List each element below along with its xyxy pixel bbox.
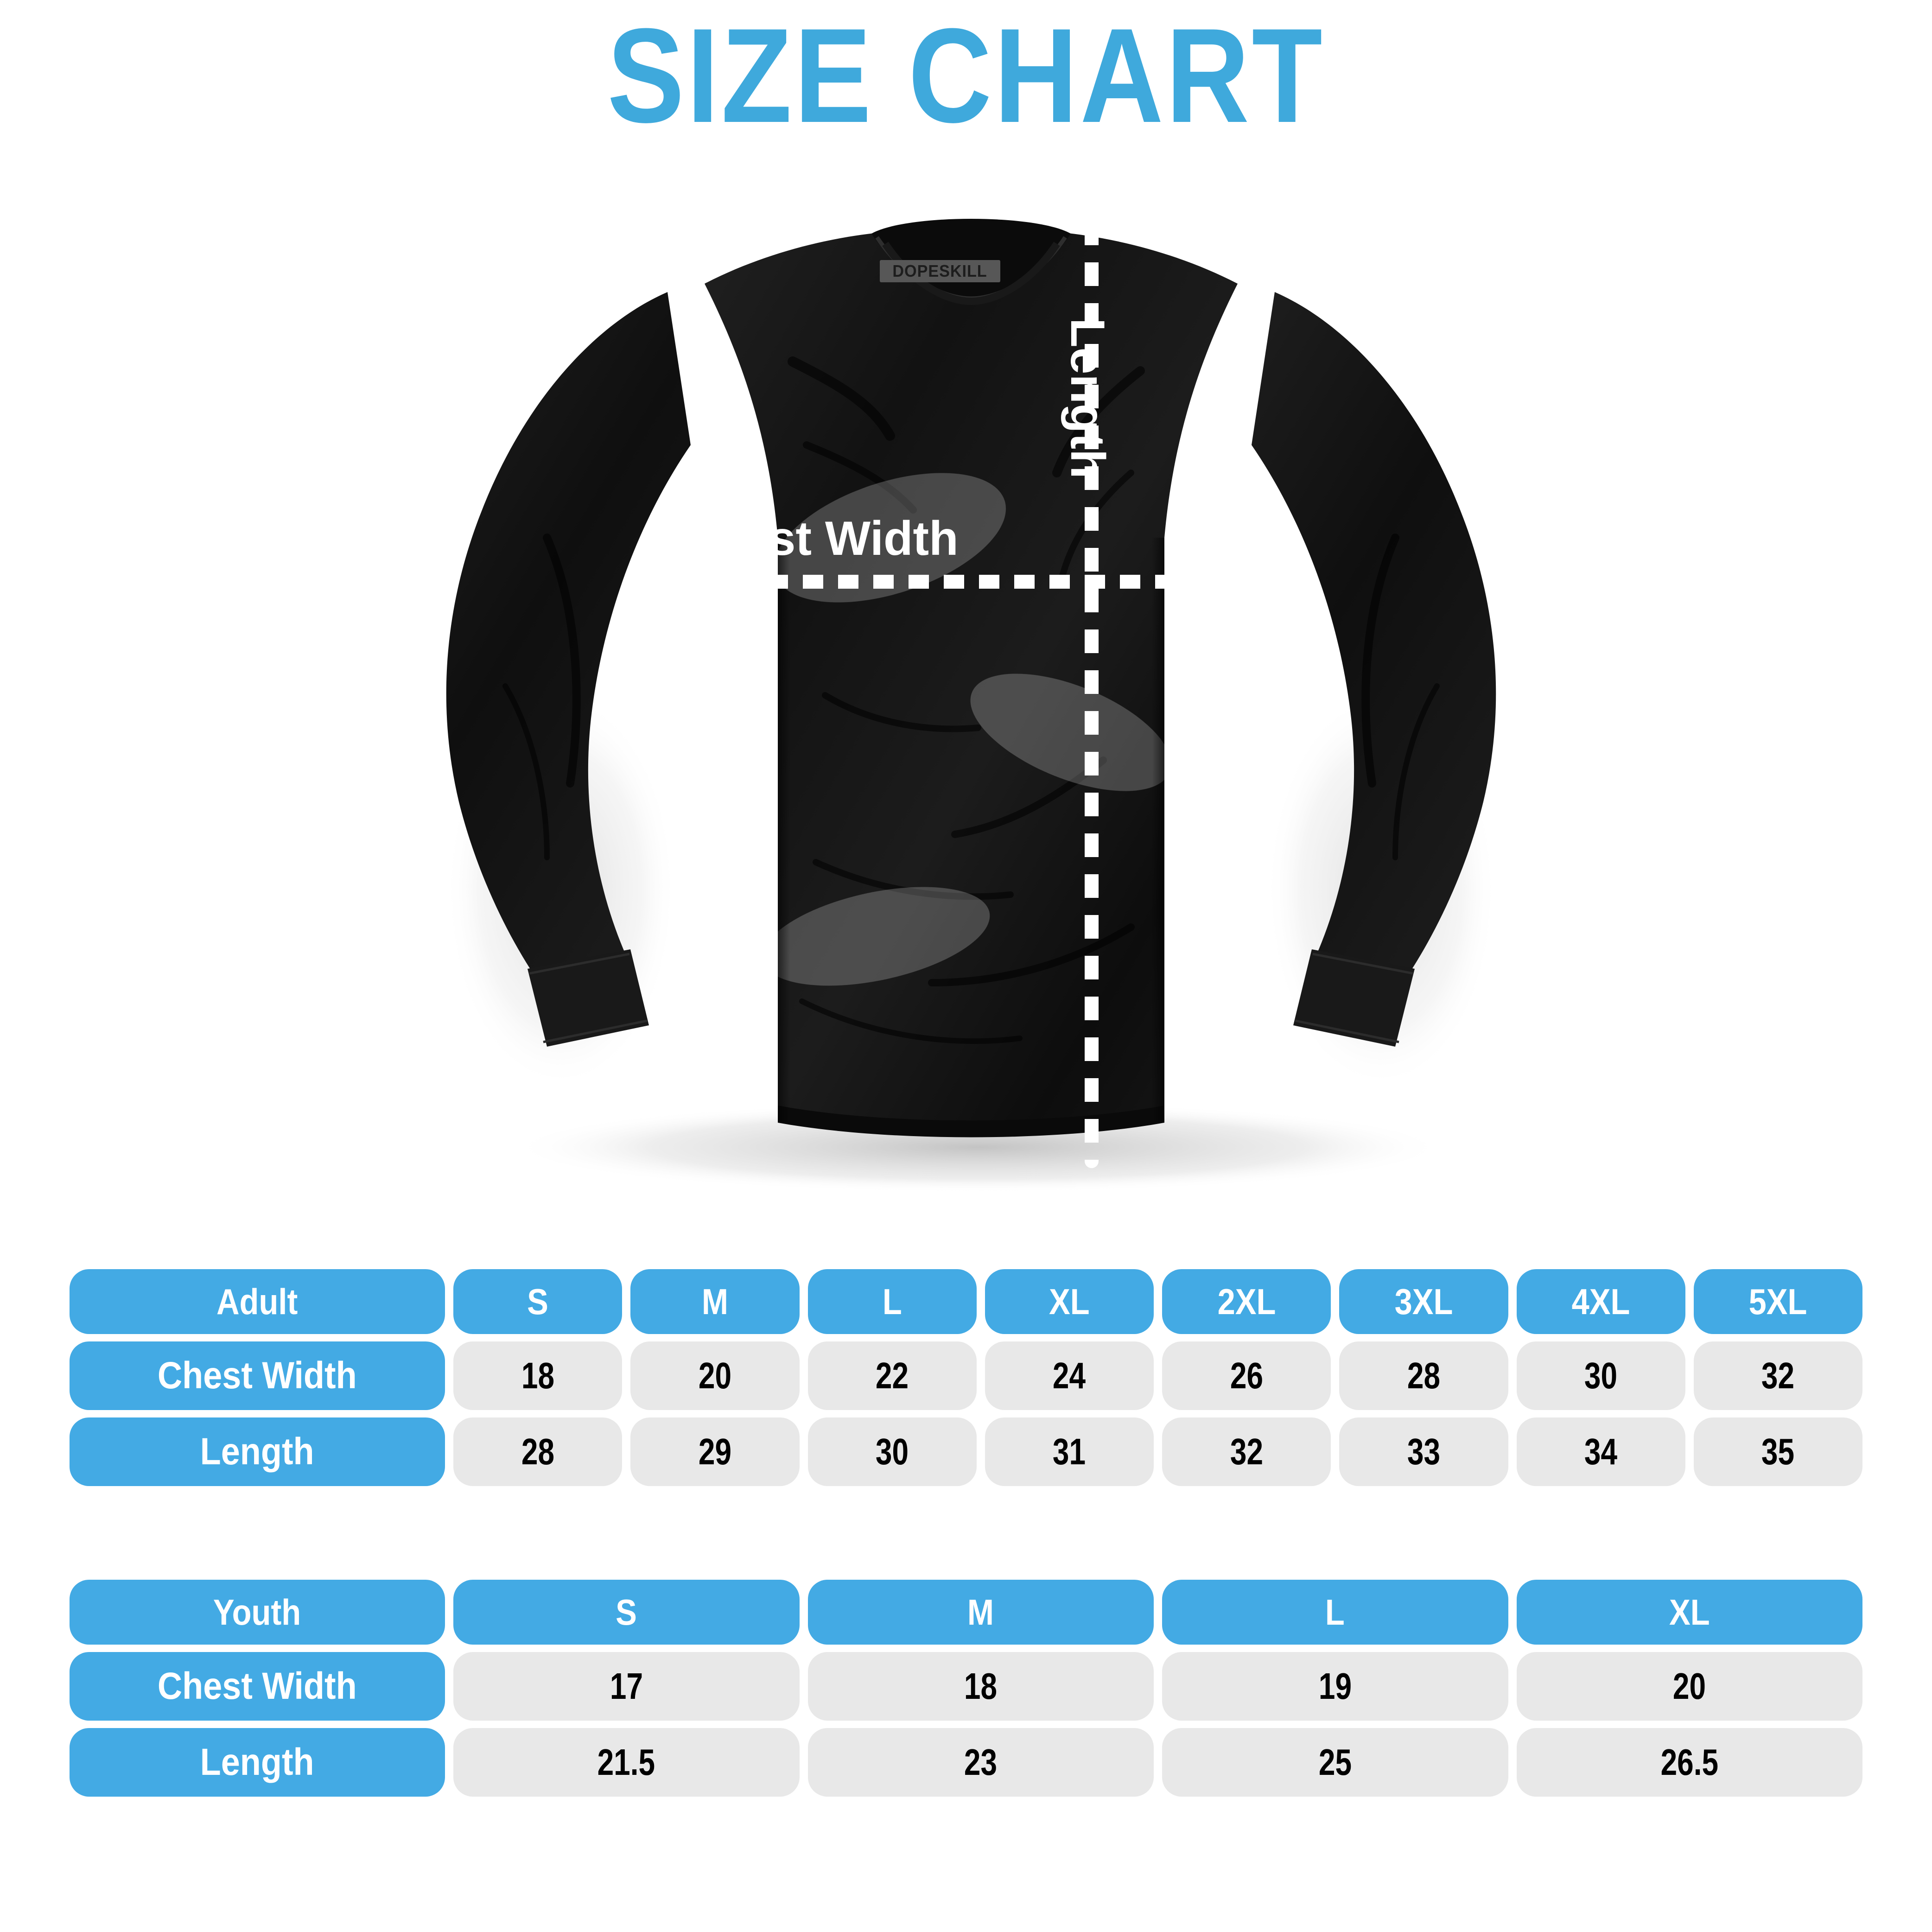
adult-length-l: 30 (807, 1417, 977, 1486)
youth-size-s[interactable]: S (453, 1580, 800, 1645)
adult-size-table: Adult S M L XL 2XL 3XL 4XL 5XL Chest Wid… (70, 1269, 1862, 1486)
adult-length-s: 28 (453, 1417, 623, 1486)
adult-header-label: Adult (70, 1269, 445, 1334)
adult-size-2xl[interactable]: 2XL (1162, 1269, 1331, 1334)
neck-label-text: DOPESKILL (892, 261, 988, 280)
youth-length-m: 23 (807, 1728, 1154, 1797)
length-dashed-line (1085, 222, 1099, 1168)
adult-length-5xl: 35 (1693, 1417, 1862, 1486)
youth-chest-l: 19 (1162, 1652, 1508, 1721)
adult-chest-4xl: 30 (1516, 1341, 1685, 1410)
youth-header-label: Youth (70, 1580, 445, 1645)
youth-chest-xl: 20 (1516, 1652, 1862, 1721)
adult-chest-3xl: 28 (1339, 1341, 1508, 1410)
adult-size-4xl[interactable]: 4XL (1516, 1269, 1685, 1334)
youth-size-xl[interactable]: XL (1516, 1580, 1862, 1645)
adult-length-xl: 31 (985, 1417, 1154, 1486)
chest-width-label: Chest Width (678, 512, 959, 566)
length-label: Length (1061, 318, 1114, 479)
chest-width-dashed-line (662, 575, 1275, 589)
youth-size-table: Youth S M L XL Chest Width 17 18 19 20 L… (70, 1580, 1862, 1797)
garment-illustration (408, 185, 1530, 1205)
adult-chest-width-label: Chest Width (70, 1341, 445, 1410)
adult-length-4xl: 34 (1516, 1417, 1685, 1486)
youth-length-l: 25 (1162, 1728, 1508, 1797)
adult-size-5xl[interactable]: 5XL (1693, 1269, 1862, 1334)
page-title: SIZE CHART (607, 0, 1325, 151)
adult-chest-m: 20 (630, 1341, 800, 1410)
adult-length-label: Length (70, 1417, 445, 1486)
youth-length-xl: 26.5 (1516, 1728, 1862, 1797)
adult-chest-xl: 24 (985, 1341, 1154, 1410)
adult-chest-width-row: Chest Width 18 20 22 24 26 28 30 32 (70, 1341, 1862, 1410)
youth-length-label: Length (70, 1728, 445, 1797)
adult-size-3xl[interactable]: 3XL (1339, 1269, 1508, 1334)
youth-length-s: 21.5 (453, 1728, 800, 1797)
adult-length-m: 29 (630, 1417, 800, 1486)
youth-size-m[interactable]: M (807, 1580, 1154, 1645)
adult-chest-s: 18 (453, 1341, 623, 1410)
adult-size-xl[interactable]: XL (985, 1269, 1154, 1334)
adult-chest-l: 22 (807, 1341, 977, 1410)
adult-length-row: Length 28 29 30 31 32 33 34 35 (70, 1417, 1862, 1486)
youth-header-row: Youth S M L XL (70, 1580, 1862, 1645)
youth-chest-width-label: Chest Width (70, 1652, 445, 1721)
adult-length-3xl: 33 (1339, 1417, 1508, 1486)
adult-size-m[interactable]: M (630, 1269, 800, 1334)
adult-chest-2xl: 26 (1162, 1341, 1331, 1410)
youth-size-l[interactable]: L (1162, 1580, 1508, 1645)
adult-size-s[interactable]: S (453, 1269, 623, 1334)
adult-size-l[interactable]: L (807, 1269, 977, 1334)
adult-length-2xl: 32 (1162, 1417, 1331, 1486)
adult-header-row: Adult S M L XL 2XL 3XL 4XL 5XL (70, 1269, 1862, 1334)
youth-chest-width-row: Chest Width 17 18 19 20 (70, 1652, 1862, 1721)
youth-length-row: Length 21.5 23 25 26.5 (70, 1728, 1862, 1797)
adult-chest-5xl: 32 (1693, 1341, 1862, 1410)
neck-label-tag: DOPESKILL (880, 260, 1000, 282)
youth-chest-m: 18 (807, 1652, 1154, 1721)
youth-chest-s: 17 (453, 1652, 800, 1721)
